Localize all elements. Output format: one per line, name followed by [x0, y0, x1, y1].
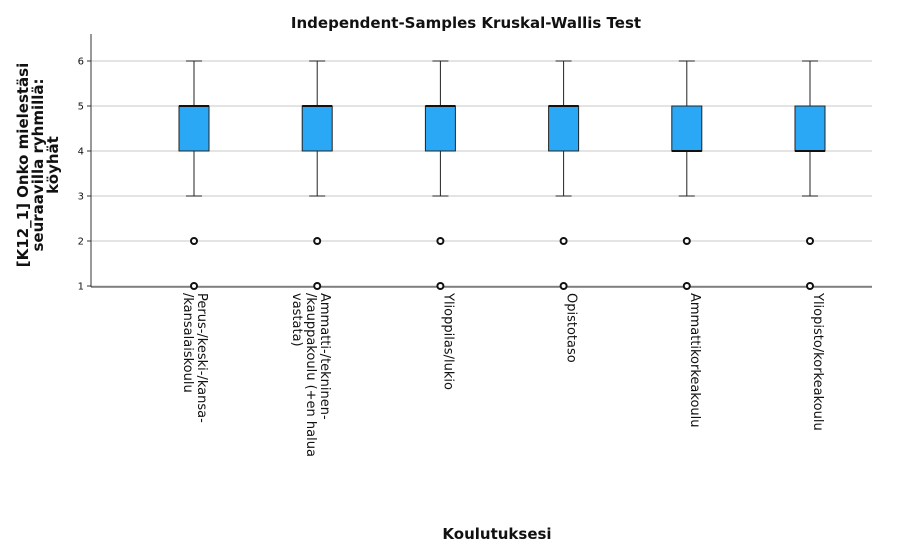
outlier-point	[313, 282, 322, 290]
x-category-label: /kauppakoulu (+en halua	[303, 293, 318, 457]
box	[794, 105, 826, 152]
box-group	[794, 60, 826, 290]
x-category-label: /kansalaiskoulu	[180, 293, 195, 393]
y-axis: 1 2 3 4 5 6	[78, 34, 872, 293]
box	[548, 105, 580, 152]
box	[301, 105, 333, 152]
box-group	[301, 60, 333, 290]
outlier-point	[806, 237, 814, 245]
grid-lines	[91, 60, 872, 287]
x-category-label: Opistotaso	[564, 293, 579, 363]
y-axis-title: [K12_1] Onko mielestäsiseuraavilla ryhmi…	[14, 63, 62, 267]
chart-title: Independent-Samples Kruskal-Wallis Test	[291, 14, 641, 32]
x-category-label: Perus-/keski-/kansa-	[194, 293, 209, 423]
x-axis-label: Koulutuksesi	[442, 525, 551, 543]
x-axis-categories: Perus-/keski-/kansa-/kansalaiskoulu Ammat…	[180, 292, 825, 457]
outlier-point	[436, 282, 445, 290]
outlier-point	[436, 237, 445, 245]
outlier-point	[682, 237, 691, 245]
y-axis-label: [K12_1] Onko mielestäsiseuraavilla ryhmi…	[14, 63, 62, 267]
y-axis-title-line: köyhät	[44, 136, 62, 194]
x-category-label: Ammatti-/tekninen-	[317, 293, 332, 420]
plot-area	[178, 60, 826, 290]
outlier-point	[559, 282, 568, 290]
x-category-label: Ylioppilas/lukio	[440, 292, 455, 390]
box-group	[671, 60, 703, 290]
y-tick-label: 4	[78, 147, 84, 158]
x-category-label: Ammattikorkeakoulu	[687, 293, 702, 428]
box	[178, 105, 210, 152]
y-axis-title-line: [K12_1] Onko mielestäsi	[14, 63, 32, 267]
box-group	[548, 60, 580, 290]
outlier-point	[313, 237, 322, 245]
box-group	[178, 60, 210, 290]
y-tick-label: 2	[78, 237, 84, 248]
y-axis-title-line: seuraavilla ryhmillä:	[29, 79, 47, 252]
outlier-point	[559, 237, 568, 245]
outlier-point	[190, 282, 198, 290]
outlier-point	[682, 282, 691, 290]
outlier-point	[806, 282, 814, 290]
y-tick-label: 6	[78, 57, 84, 68]
y-tick-label: 5	[78, 102, 84, 113]
x-category-label: Yliopisto/korkeakoulu	[810, 292, 825, 431]
outlier-point	[190, 237, 198, 245]
y-tick-label: 1	[78, 282, 84, 293]
box	[424, 105, 456, 152]
x-category-label: vastata)	[289, 293, 304, 347]
box-group	[424, 60, 456, 290]
box	[671, 105, 703, 152]
y-tick-label: 3	[78, 192, 84, 203]
